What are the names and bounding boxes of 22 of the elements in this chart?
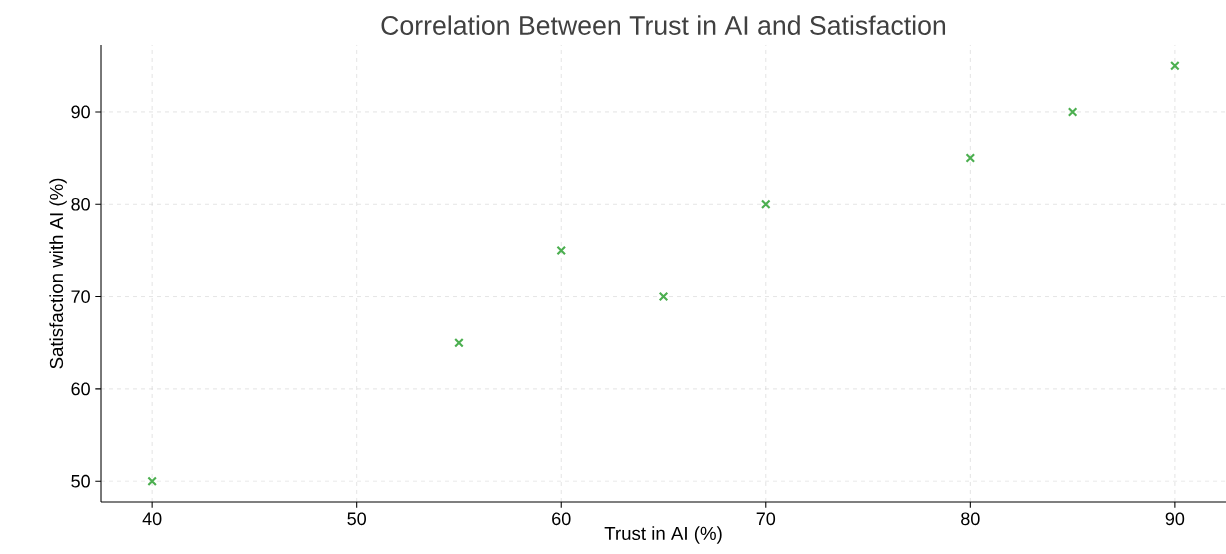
point <box>147 476 157 487</box>
point <box>1067 107 1078 117</box>
y-tick-label: 80 <box>71 197 90 211</box>
x-axis-title: Trust in AI (%) <box>604 526 722 544</box>
point <box>965 153 976 163</box>
y-tick-label: 50 <box>71 474 90 488</box>
y-tick-label: 90 <box>71 105 90 119</box>
x-tick-label: 50 <box>347 512 366 526</box>
y-tick-label: 70 <box>71 290 90 303</box>
point <box>658 291 669 302</box>
point <box>1170 60 1180 71</box>
x-tick-label: 70 <box>756 512 776 526</box>
point <box>760 199 771 210</box>
chart-title: Correlation Between Trust in AI and Satisfaction <box>381 15 946 35</box>
y-axis-title: Satisfaction with AI (%) <box>49 178 67 369</box>
y-tick-label: 60 <box>71 382 90 396</box>
x-tick-label: 90 <box>1165 512 1185 526</box>
point <box>556 245 567 256</box>
x-tick-label: 40 <box>142 512 162 526</box>
x-tick-label: 60 <box>552 512 571 526</box>
x-tick-label: 80 <box>961 512 980 526</box>
point <box>454 337 464 348</box>
